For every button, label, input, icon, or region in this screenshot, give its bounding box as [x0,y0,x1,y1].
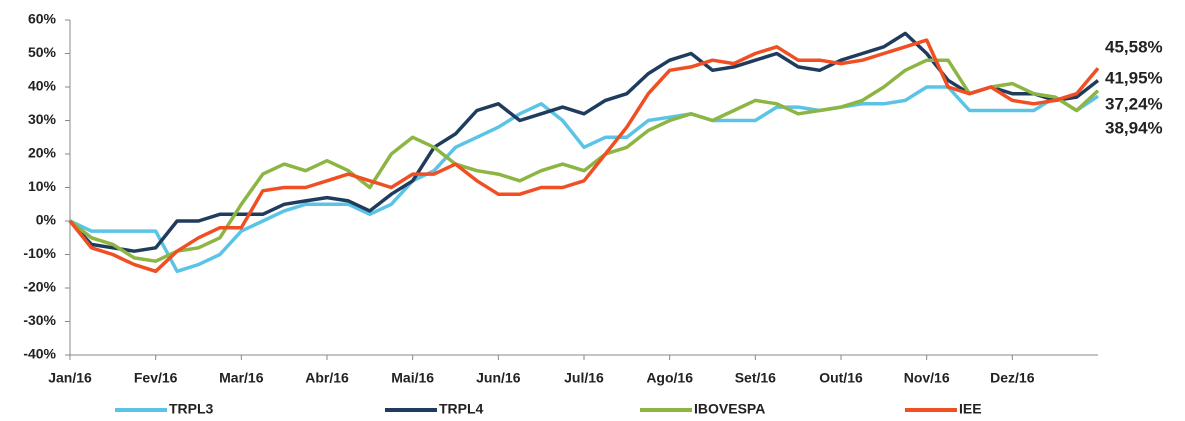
x-tick-label: Jan/16 [48,370,92,386]
end-label: 37,24% [1105,94,1163,113]
y-tick-label: 20% [28,145,57,161]
x-tick-label: Mai/16 [391,370,434,386]
x-tick-label: Dez/16 [990,370,1035,386]
legend-label: TRPL4 [439,401,484,417]
end-label: 45,58% [1105,37,1163,56]
legend-label: TRPL3 [169,401,214,417]
y-tick-label: -10% [23,245,56,261]
x-tick-label: Ago/16 [646,370,693,386]
x-tick-label: Abr/16 [305,370,349,386]
x-tick-label: Nov/16 [904,370,950,386]
y-tick-label: -20% [23,279,56,295]
x-tick-label: Jun/16 [476,370,521,386]
x-tick-label: Set/16 [735,370,776,386]
x-tick-label: Jul/16 [564,370,604,386]
y-tick-label: 50% [28,44,57,60]
y-tick-label: -30% [23,312,56,328]
y-tick-label: 60% [28,11,57,27]
y-tick-label: 30% [28,111,57,127]
x-tick-label: Fev/16 [134,370,178,386]
end-label: 41,95% [1105,68,1163,87]
end-label: 38,94% [1105,118,1163,137]
legend-label: IBOVESPA [694,401,765,417]
y-tick-label: 10% [28,178,57,194]
x-tick-label: Out/16 [819,370,863,386]
legend-label: IEE [959,401,982,417]
x-tick-label: Mar/16 [219,370,264,386]
series-line [69,85,1099,274]
y-tick-label: 0% [36,212,57,228]
y-tick-label: 40% [28,78,57,94]
series-line [68,38,1100,274]
y-tick-label: -40% [23,346,56,362]
series-line [68,31,1100,253]
series-line [68,58,1100,263]
